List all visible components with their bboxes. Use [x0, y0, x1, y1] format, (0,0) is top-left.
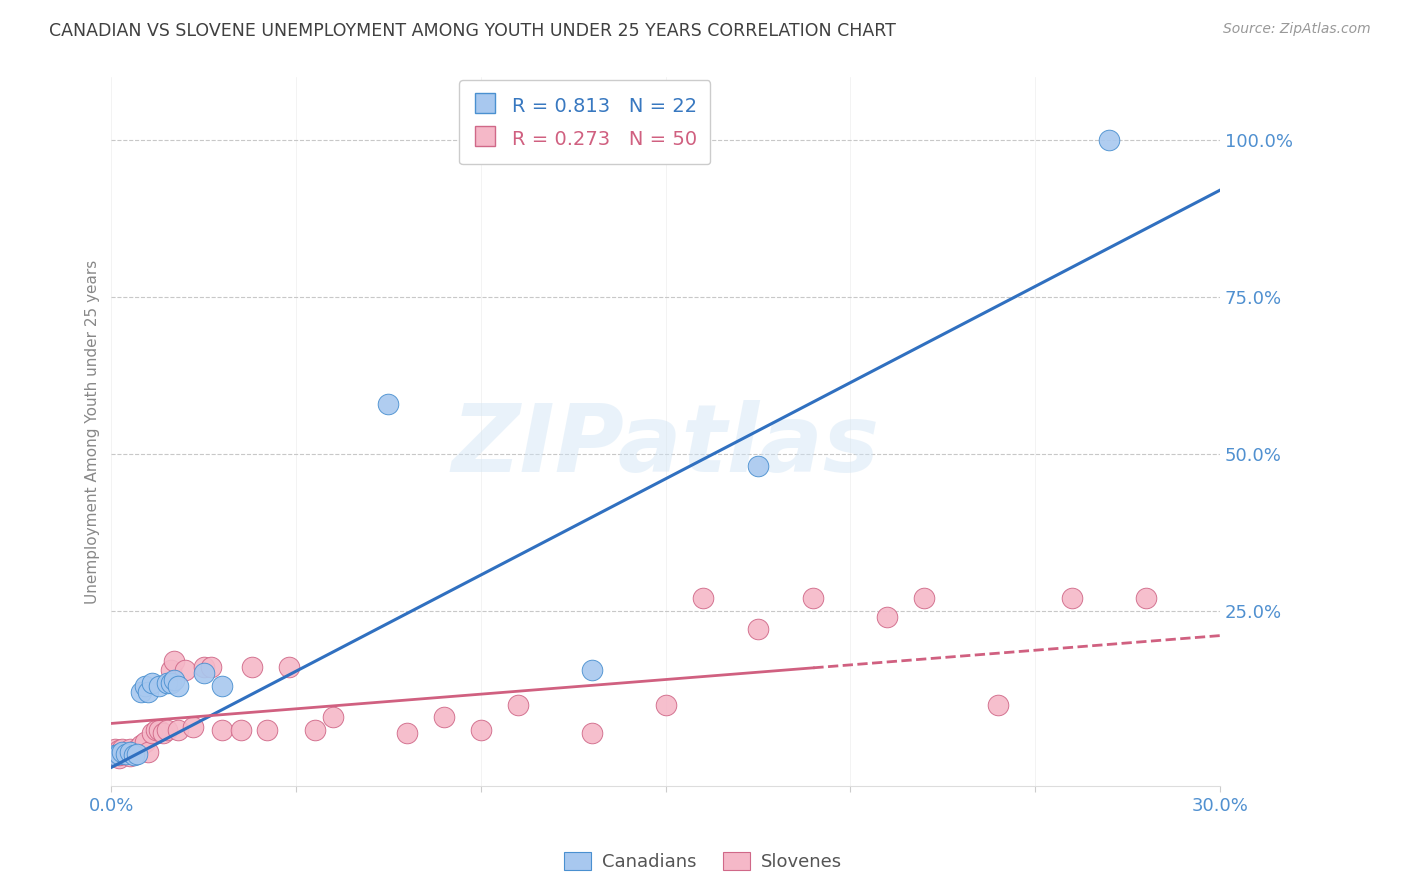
Point: [118, 741, 141, 756]
Point: [377, 396, 399, 410]
Point: [122, 745, 145, 759]
Point: [581, 663, 603, 677]
Point: [876, 609, 898, 624]
Point: [395, 726, 418, 740]
Point: [277, 660, 299, 674]
Point: [167, 723, 190, 737]
Point: [111, 741, 134, 756]
Point: [107, 751, 129, 765]
Text: ZIPatlas: ZIPatlas: [451, 400, 880, 492]
Point: [654, 698, 676, 712]
Point: [104, 745, 127, 759]
Point: [200, 660, 222, 674]
Point: [141, 675, 163, 690]
Point: [912, 591, 935, 605]
Point: [115, 745, 138, 759]
Point: [104, 747, 127, 762]
Point: [127, 747, 149, 761]
Point: [115, 747, 138, 761]
Point: [193, 666, 215, 681]
Point: [181, 720, 204, 734]
Point: [148, 723, 170, 737]
Point: [111, 747, 134, 761]
Point: [122, 747, 145, 762]
Point: [156, 723, 179, 737]
Point: [107, 747, 129, 761]
Point: [240, 660, 263, 674]
Point: [138, 685, 160, 699]
Point: [747, 459, 769, 474]
Y-axis label: Unemployment Among Youth under 25 years: Unemployment Among Youth under 25 years: [86, 260, 100, 604]
Point: [211, 723, 233, 737]
Point: [304, 723, 326, 737]
Point: [1060, 591, 1083, 605]
Point: [506, 698, 529, 712]
Point: [1135, 591, 1157, 605]
Point: [138, 745, 160, 759]
Legend: Canadians, Slovenes: Canadians, Slovenes: [557, 845, 849, 879]
Point: [256, 723, 278, 737]
Point: [107, 743, 129, 757]
Point: [159, 675, 181, 690]
Point: [145, 723, 167, 737]
Point: [115, 747, 138, 761]
Point: [163, 673, 186, 687]
Point: [193, 660, 215, 674]
Point: [174, 663, 197, 677]
Point: [433, 710, 456, 724]
Point: [581, 726, 603, 740]
Point: [129, 685, 152, 699]
Point: [107, 747, 129, 762]
Point: [1098, 133, 1121, 147]
Point: [141, 726, 163, 740]
Point: [470, 723, 492, 737]
Point: [118, 749, 141, 764]
Text: CANADIAN VS SLOVENE UNEMPLOYMENT AMONG YOUTH UNDER 25 YEARS CORRELATION CHART: CANADIAN VS SLOVENE UNEMPLOYMENT AMONG Y…: [49, 22, 896, 40]
Point: [747, 623, 769, 637]
Legend: R = 0.813   N = 22, R = 0.273   N = 50: R = 0.813 N = 22, R = 0.273 N = 50: [460, 80, 710, 164]
Point: [104, 747, 127, 762]
Text: Source: ZipAtlas.com: Source: ZipAtlas.com: [1223, 22, 1371, 37]
Point: [159, 663, 181, 677]
Point: [801, 591, 824, 605]
Point: [692, 591, 714, 605]
Point: [129, 739, 152, 753]
Point: [134, 735, 156, 749]
Point: [229, 723, 252, 737]
Point: [163, 654, 186, 668]
Point: [987, 698, 1010, 712]
Point: [156, 675, 179, 690]
Point: [167, 679, 190, 693]
Point: [134, 679, 156, 693]
Point: [148, 679, 170, 693]
Point: [118, 745, 141, 759]
Point: [111, 745, 134, 759]
Point: [211, 679, 233, 693]
Point: [127, 741, 149, 756]
Point: [152, 726, 174, 740]
Point: [322, 710, 344, 724]
Point: [104, 741, 127, 756]
